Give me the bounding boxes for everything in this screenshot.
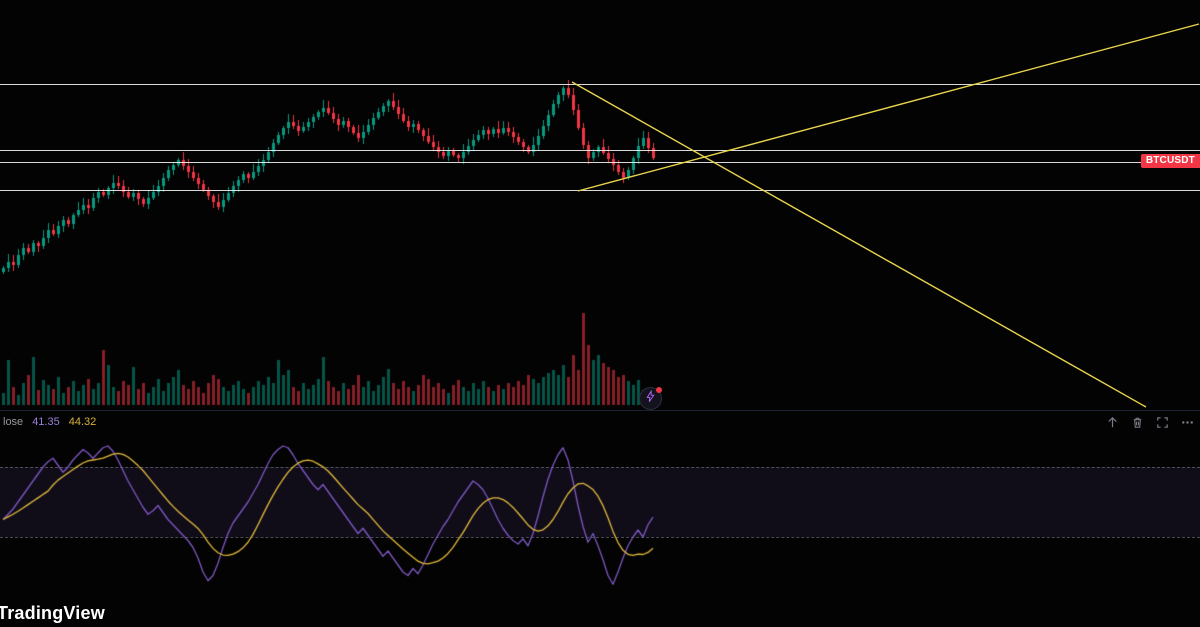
more-options-button[interactable] <box>1179 415 1195 430</box>
dots-icon <box>1180 415 1195 430</box>
rsi-pane-toolbar <box>1104 415 1195 430</box>
delete-pane-button[interactable] <box>1129 415 1145 430</box>
notification-dot <box>656 387 662 393</box>
maximize-icon <box>1155 415 1170 430</box>
move-pane-up-button[interactable] <box>1104 415 1120 430</box>
symbol-price-label[interactable]: BTCUSDT <box>1140 154 1200 168</box>
quick-actions-button[interactable] <box>639 387 662 410</box>
horizontal-level-line[interactable] <box>0 190 1200 191</box>
maximize-pane-button[interactable] <box>1154 415 1170 430</box>
lightning-bolt-icon <box>644 389 657 408</box>
arrow-up-icon <box>1105 415 1120 430</box>
horizontal-level-line[interactable] <box>0 150 1200 151</box>
tradingview-logo[interactable]: TradingView <box>0 603 105 623</box>
pane-separator[interactable] <box>0 410 1200 411</box>
rsi-ma-value: 44.32 <box>68 416 97 428</box>
horizontal-level-line[interactable] <box>0 84 1200 85</box>
rsi-value: 41.35 <box>32 416 60 428</box>
rsi-legend-label: lose <box>3 416 24 428</box>
horizontal-level-line[interactable] <box>0 162 1200 163</box>
trash-icon <box>1130 415 1145 430</box>
rsi-legend[interactable]: lose 41.35 44.32 <box>3 416 96 428</box>
